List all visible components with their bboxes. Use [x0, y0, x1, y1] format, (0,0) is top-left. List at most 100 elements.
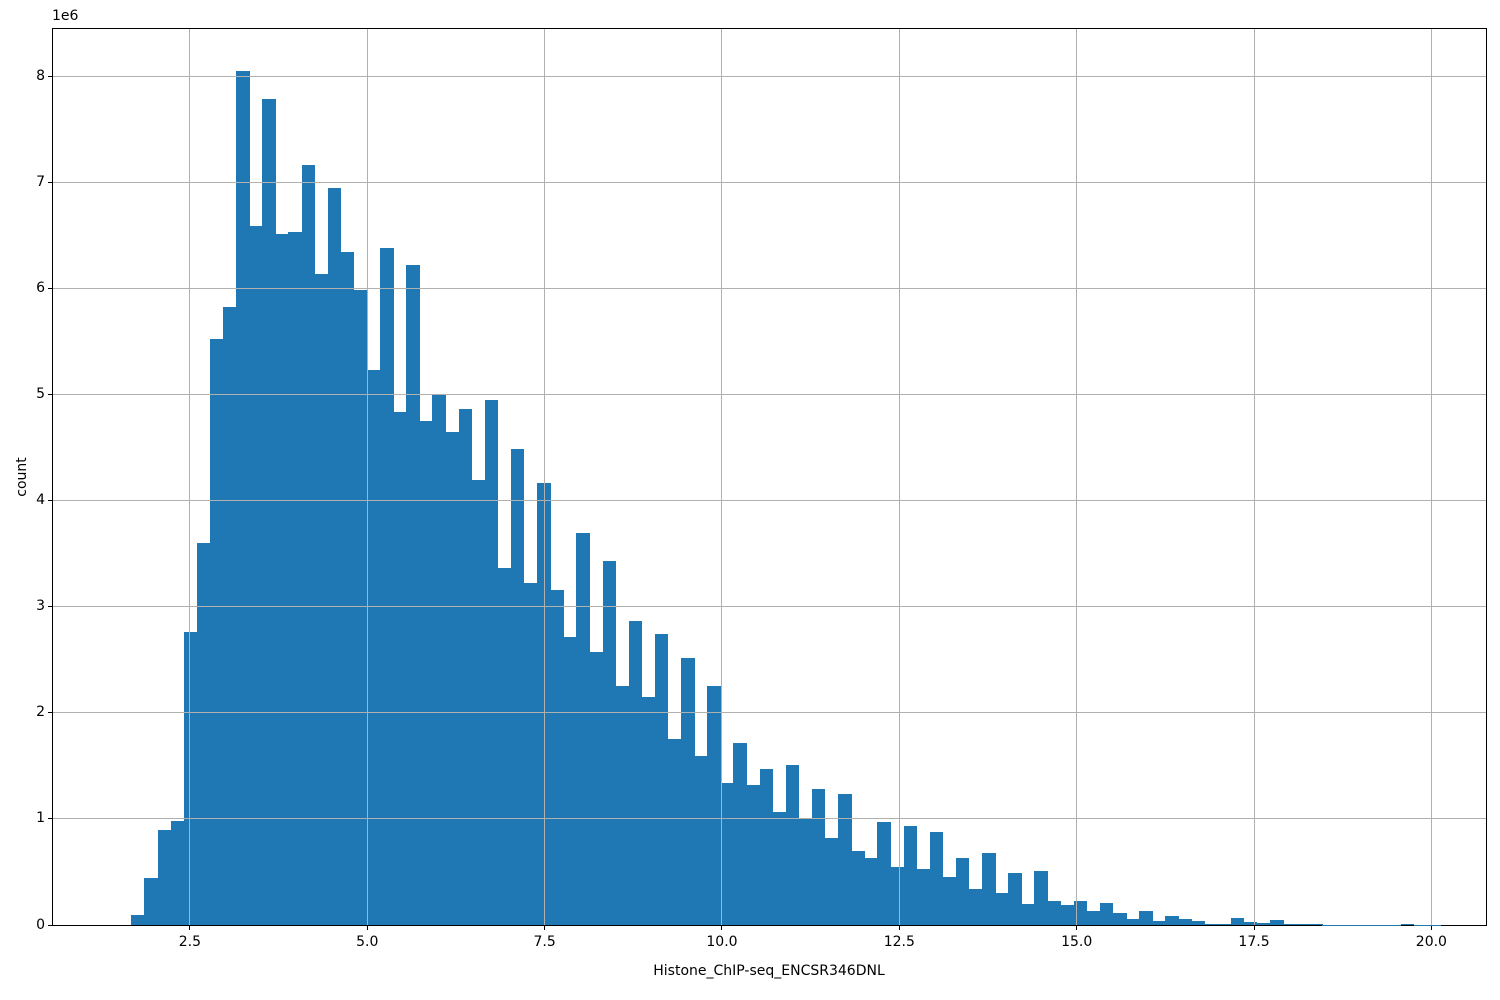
histogram-bar — [353, 289, 368, 925]
histogram-bar — [654, 634, 669, 925]
gridlines — [53, 29, 1486, 925]
histogram-bar — [890, 866, 904, 925]
y-tick-mark — [48, 182, 52, 184]
histogram-bar — [576, 532, 590, 925]
histogram-bar — [1086, 911, 1101, 925]
histogram-bars — [53, 29, 1486, 925]
x-tick-label: 2.5 — [178, 934, 202, 950]
histogram-bar — [131, 915, 145, 925]
histogram-bar — [406, 265, 420, 925]
histogram-bar — [484, 400, 499, 925]
histogram-bar — [380, 248, 394, 925]
histogram-bar — [432, 393, 446, 925]
gridline-vertical — [366, 29, 368, 925]
histogram-bar — [445, 431, 459, 925]
y-tick-label: 5 — [36, 386, 45, 403]
y-tick-mark — [48, 394, 52, 396]
gridline-vertical — [721, 29, 723, 925]
histogram-bar — [720, 782, 734, 925]
histogram-bar — [759, 769, 774, 925]
histogram-bar — [1230, 918, 1245, 925]
gridline-vertical — [898, 29, 900, 925]
histogram-bar — [1034, 870, 1048, 925]
histogram-bar — [1047, 900, 1062, 925]
histogram-bar — [1126, 918, 1140, 925]
histogram-bar — [1139, 910, 1153, 925]
x-tick-label: 10.0 — [706, 934, 738, 950]
histogram-bar — [1060, 904, 1075, 925]
y-tick-label: 1 — [36, 810, 45, 827]
histogram-bar — [929, 831, 944, 925]
gridline-horizontal — [53, 606, 1486, 608]
gridline-horizontal — [53, 394, 1486, 396]
histogram-bar — [236, 71, 250, 925]
y-tick-mark — [48, 606, 52, 608]
gridline-horizontal — [53, 182, 1486, 184]
x-tick-mark — [189, 926, 191, 930]
plot-area — [52, 28, 1487, 926]
gridline-vertical — [1253, 29, 1255, 925]
x-tick-label: 15.0 — [1061, 934, 1093, 950]
histogram-bar — [1191, 920, 1206, 925]
x-tick-mark — [1253, 926, 1255, 930]
histogram-bar — [668, 739, 682, 925]
x-axis-label: Histone_ChIP-seq_ENCSR346DNL — [653, 963, 885, 979]
histogram-bar — [1008, 873, 1022, 925]
histogram-bar — [1400, 923, 1415, 925]
histogram-bar — [327, 188, 342, 925]
histogram-bar — [170, 821, 185, 925]
y-tick-label: 4 — [36, 492, 45, 509]
x-tick-label: 7.5 — [533, 934, 556, 950]
gridline-horizontal — [53, 500, 1486, 502]
histogram-bar — [419, 421, 433, 925]
histogram-bar — [183, 632, 198, 925]
histogram-bar — [223, 306, 237, 925]
histogram-bar — [1099, 902, 1114, 925]
gridline-vertical — [1430, 29, 1432, 925]
histogram-bar — [366, 370, 381, 925]
histogram-bar — [301, 164, 316, 925]
histogram-bar — [1204, 924, 1219, 925]
y-tick-mark — [48, 288, 52, 290]
histogram-bar — [1152, 920, 1166, 925]
histogram-bar — [641, 697, 656, 925]
histogram-bar — [314, 273, 329, 925]
histogram-bar — [249, 226, 263, 925]
histogram-bar — [1217, 923, 1232, 925]
x-tick-mark — [544, 926, 546, 930]
x-tick-label: 17.5 — [1238, 934, 1270, 950]
x-tick-label: 12.5 — [883, 934, 915, 950]
histogram-bar — [1113, 913, 1127, 925]
histogram-bar — [969, 888, 983, 925]
histogram-bar — [471, 479, 486, 925]
y-axis-offset-label: 1e6 — [52, 8, 79, 24]
histogram-bar — [209, 338, 224, 925]
gridline-horizontal — [53, 76, 1486, 78]
histogram-bar — [196, 543, 211, 925]
y-tick-label: 0 — [36, 916, 45, 933]
y-axis-label: count — [14, 457, 30, 497]
y-tick-mark — [48, 712, 52, 714]
histogram-bar — [772, 811, 787, 925]
histogram-bar — [955, 858, 970, 925]
histogram-bar — [1296, 924, 1310, 925]
histogram-bar — [1270, 920, 1284, 925]
histogram-bar — [262, 98, 276, 925]
histogram-bar — [903, 826, 918, 925]
histogram-bar — [615, 686, 630, 925]
y-tick-mark — [48, 818, 52, 820]
histogram-bar — [1021, 903, 1035, 925]
histogram-bar — [340, 251, 355, 925]
gridline-vertical — [189, 29, 191, 925]
histogram-bar — [864, 858, 878, 925]
x-tick-label: 5.0 — [356, 934, 379, 950]
y-tick-mark — [48, 500, 52, 502]
y-tick-label: 2 — [36, 704, 45, 721]
histogram-bar — [497, 567, 512, 925]
histogram-bar — [811, 789, 826, 925]
histogram-bar — [288, 231, 302, 925]
histogram-bar — [694, 756, 708, 925]
y-tick-label: 7 — [36, 174, 45, 191]
gridline-horizontal — [53, 288, 1486, 290]
